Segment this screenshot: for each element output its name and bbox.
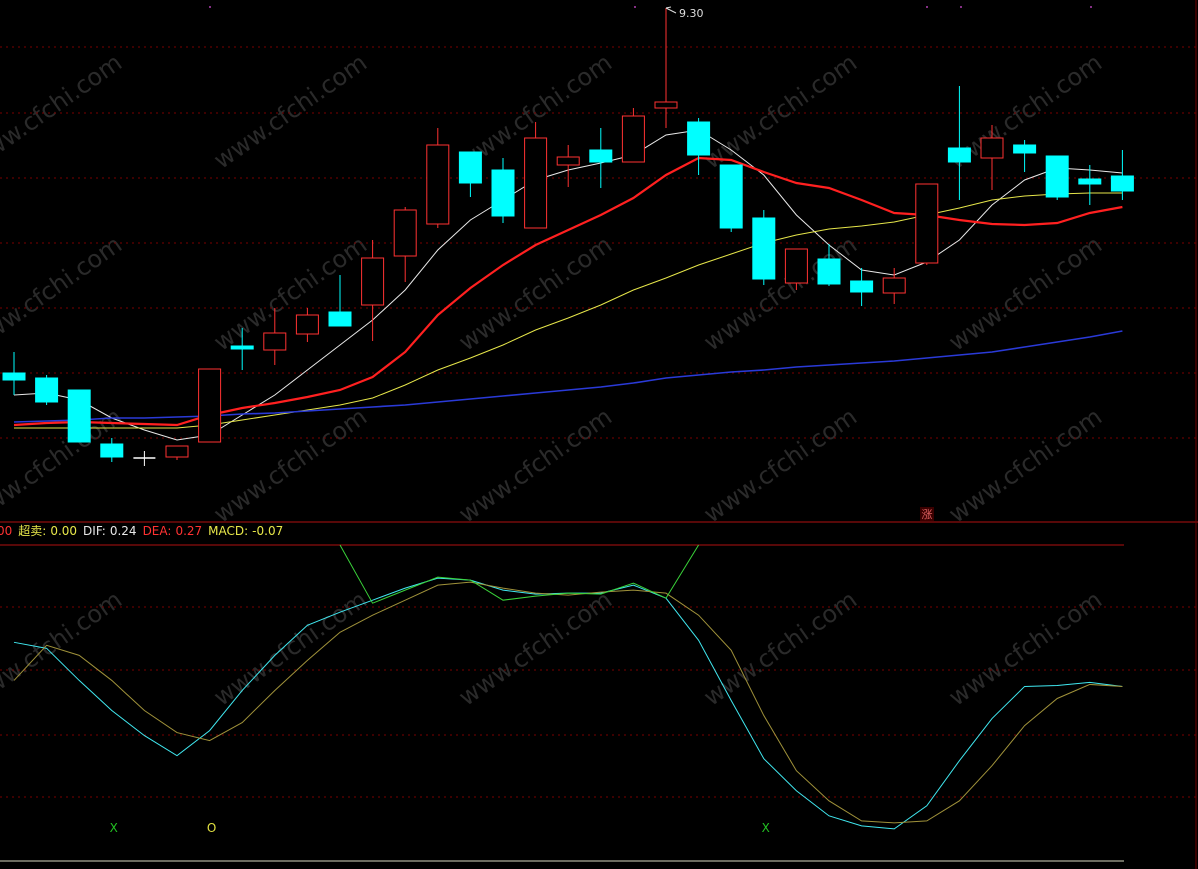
header-label: MACD:: [208, 524, 248, 538]
candle-body: [458, 151, 482, 184]
signal-marker: O: [207, 821, 216, 835]
header-label: 超卖:: [18, 523, 46, 538]
candle-body: [426, 144, 450, 225]
candle-body: [1013, 144, 1037, 154]
header-lead: 00: [0, 524, 12, 538]
candle-body: [2, 372, 26, 381]
candle-body: [719, 164, 743, 229]
candle-body: [947, 147, 971, 163]
grid: [0, 46, 1196, 798]
header-label: DIF:: [83, 524, 106, 538]
candle-body: [882, 277, 906, 294]
candle-body: [589, 149, 613, 163]
signal-marker: X: [762, 821, 770, 835]
indicator-header: 00 超卖: 0.00 DIF: 0.24 DEA: 0.27 MACD: -0.07: [0, 523, 283, 538]
candle-body: [980, 137, 1004, 159]
candle-body: [263, 332, 287, 351]
candle-body: [67, 389, 91, 443]
candle-body: [817, 258, 841, 285]
candle-body: [165, 445, 189, 458]
candle-body: [556, 156, 580, 166]
header-label: DEA:: [143, 524, 172, 538]
candle-body: [100, 443, 124, 458]
header-value: -0.07: [252, 524, 283, 538]
high-leader: [665, 6, 677, 14]
candle-body: [752, 217, 776, 280]
candle-body: [1078, 178, 1102, 185]
signal-marker: X: [110, 821, 118, 835]
candle-body: [654, 101, 678, 109]
candle-body: [393, 209, 417, 257]
high-label: 9.30: [679, 7, 704, 20]
badge-box: [920, 507, 934, 521]
candle-body: [524, 137, 548, 229]
header-value: 0.00: [50, 524, 77, 538]
candle-body: [35, 377, 59, 403]
candle-body: [621, 115, 645, 163]
candle-body: [915, 183, 939, 264]
candle-body: [328, 311, 352, 327]
candle-body: [361, 257, 385, 306]
series-line: [339, 544, 700, 604]
badge-text: 涨: [922, 508, 933, 521]
candle-body: [198, 368, 222, 443]
badge: 涨: [920, 507, 934, 521]
candle-body: [230, 345, 254, 350]
candle-body: [491, 169, 515, 217]
candle-body: [295, 314, 319, 335]
candle-body: [850, 280, 874, 293]
price-panel: 9.30: [2, 6, 1134, 466]
candle-body: [1045, 155, 1069, 198]
top-dots: [209, 6, 1092, 8]
candle-body: [687, 121, 711, 156]
header-value: 0.27: [175, 524, 202, 538]
candle-body: [784, 248, 808, 284]
header-value: 0.24: [110, 524, 137, 538]
candle-body: [1110, 175, 1134, 192]
series-line: [13, 581, 1123, 824]
